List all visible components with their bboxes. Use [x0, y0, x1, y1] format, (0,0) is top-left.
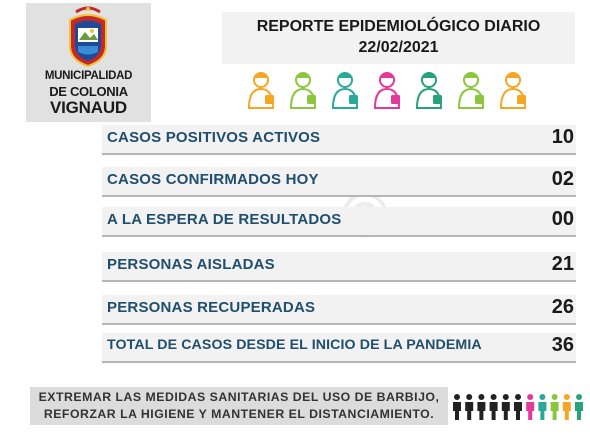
report-title: REPORTE EPIDEMIOLÓGICO DIARIO — [256, 18, 541, 35]
stat-label: A LA ESPERA DE RESULTADOS — [107, 211, 342, 228]
person-icon — [526, 394, 535, 420]
police-icon — [331, 72, 359, 109]
person-icon — [562, 394, 571, 420]
stat-row-confirmed-today: CASOS CONFIRMADOS HOY 02 — [102, 167, 576, 197]
person-icon — [550, 394, 559, 420]
stat-label: TOTAL DE CASOS DESDE EL INICIO DE LA PAN… — [107, 337, 482, 353]
farmer-icon — [499, 72, 527, 109]
report-header: REPORTE EPIDEMIOLÓGICO DIARIO 22/02/2021 — [222, 12, 575, 64]
person-icon — [477, 394, 486, 420]
stat-value: 21 — [551, 253, 574, 275]
person-icon — [538, 394, 547, 420]
person-icon — [453, 394, 461, 420]
doctor-icon — [415, 72, 443, 109]
stat-value: 00 — [551, 208, 574, 230]
nurse-icon — [457, 72, 485, 109]
cashier-icon — [373, 72, 401, 109]
footer-message: EXTREMAR LAS MEDIDAS SANITARIAS DEL USO … — [30, 387, 448, 425]
logo-text-line3: VIGNAUD — [50, 98, 127, 117]
person-icon — [514, 394, 522, 420]
person-icon — [489, 394, 498, 420]
social-distancing-people-icon — [453, 394, 583, 420]
footer-line2: REFORZAR LA HIGIENE Y MANTENER EL DISTAN… — [43, 407, 435, 421]
logo-text-line2: DE COLONIA — [49, 84, 128, 99]
municipality-logo: MUNICIPALIDAD DE COLONIA VIGNAUD — [26, 3, 151, 122]
footer-line1: EXTREMAR LAS MEDIDAS SANITARIAS DEL USO … — [38, 390, 440, 404]
crest-icon — [69, 6, 107, 68]
stat-row-isolated: PERSONAS AISLADAS 21 — [102, 252, 576, 282]
person-icon — [575, 394, 583, 420]
report-date: 22/02/2021 — [358, 39, 439, 56]
person-icon — [465, 394, 474, 420]
essential-workers-illustration — [247, 72, 527, 109]
stat-row-total-cases: TOTAL DE CASOS DESDE EL INICIO DE LA PAN… — [102, 333, 576, 363]
stat-row-awaiting-results: A LA ESPERA DE RESULTADOS 00 — [102, 207, 576, 237]
stat-value: 02 — [551, 168, 574, 190]
stat-label: PERSONAS RECUPERADAS — [107, 299, 316, 316]
stat-row-active-cases: CASOS POSITIVOS ACTIVOS 10 — [102, 125, 576, 155]
delivery-worker-icon — [247, 72, 275, 109]
person-icon — [501, 394, 510, 420]
stat-value: 36 — [551, 334, 574, 356]
stat-label: PERSONAS AISLADAS — [107, 256, 275, 273]
logo-text-line1: MUNICIPALIDAD — [44, 70, 133, 82]
stat-label: CASOS POSITIVOS ACTIVOS — [107, 129, 321, 146]
pharmacist-icon — [289, 72, 317, 109]
stat-label: CASOS CONFIRMADOS HOY — [107, 171, 319, 188]
stat-row-recovered: PERSONAS RECUPERADAS 26 — [102, 295, 576, 325]
stat-value: 10 — [551, 126, 574, 148]
stat-value: 26 — [551, 296, 574, 318]
